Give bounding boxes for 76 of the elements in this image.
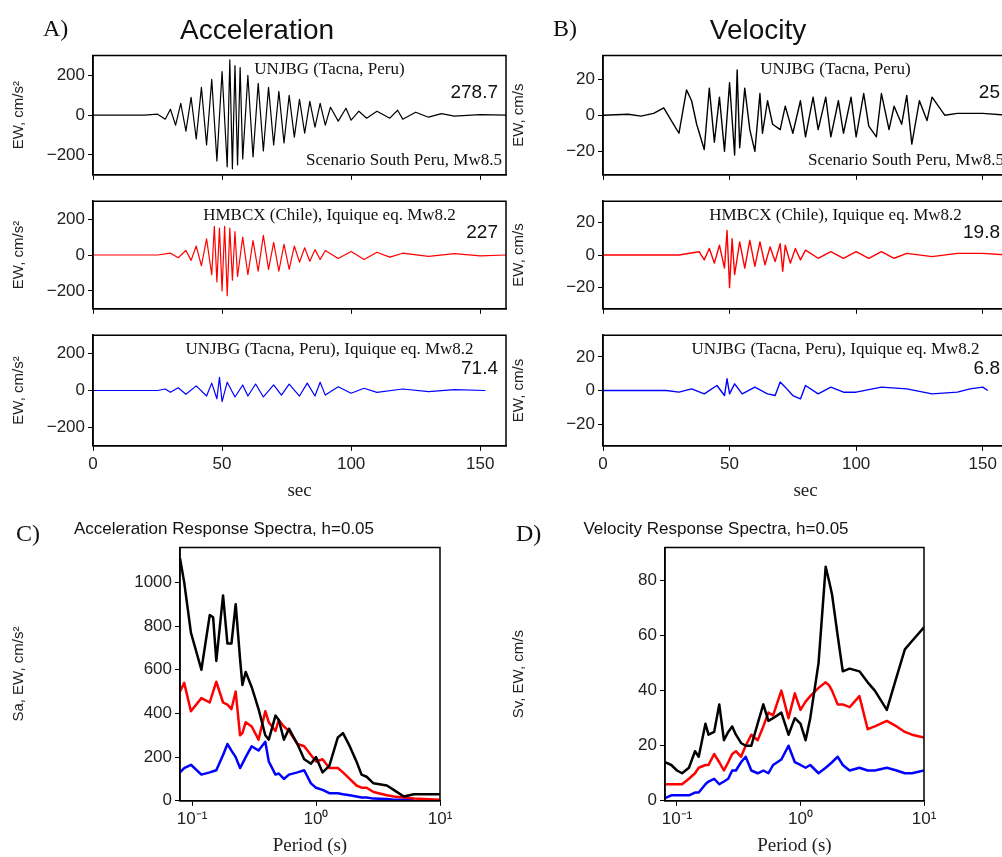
y-tick-label: 80 (638, 570, 657, 590)
annotation: UNJBG (Tacna, Peru) (254, 59, 405, 79)
y-tick-label: 200 (56, 343, 85, 363)
x-tick-label: 10⁰ (303, 808, 329, 828)
chart-title: Acceleration (179, 13, 335, 45)
annotation: UNJBG (Tacna, Peru), Iquique eq. Mw8.2 (185, 338, 474, 358)
y-tick-label: 20 (638, 735, 657, 755)
y-tick-label: −200 (46, 280, 85, 300)
text: C) (16, 520, 40, 547)
y-tick-label: 0 (585, 104, 595, 124)
y-tick-label: 0 (75, 104, 85, 124)
x-axis-title: Period (s) (757, 833, 832, 856)
x-tick-label: 150 (968, 453, 997, 473)
y-axis-title: Sa, EW, cm/s² (9, 626, 27, 722)
annotation: 25 (978, 81, 1000, 103)
y-tick-label: 200 (56, 208, 85, 228)
y-tick-label: −200 (46, 144, 85, 164)
y-tick-label: 0 (162, 790, 172, 810)
annotation: 278.7 (450, 81, 498, 103)
annotation: UNJBG (Tacna, Peru), Iquique eq. Mw8.2 (691, 338, 980, 358)
y-tick-label: −20 (566, 141, 595, 161)
y-axis-title: EW, cm/s (509, 358, 527, 423)
x-axis-title: sec (287, 478, 312, 500)
x-tick-label: 100 (336, 453, 366, 473)
y-tick-label: −20 (566, 413, 595, 433)
y-axis-title: EW, cm/s (509, 83, 527, 147)
y-tick-label: 60 (638, 625, 657, 645)
x-tick-label: 50 (212, 453, 232, 473)
y-tick-label: 200 (143, 746, 172, 766)
x-tick-label: 150 (466, 453, 495, 473)
text: A) (43, 15, 69, 42)
x-tick-label: 10¹ (427, 808, 453, 828)
annotation: 19.8 (963, 221, 1000, 243)
x-tick-label: 50 (720, 453, 740, 473)
annotation: HMBCX (Chile), Iquique eq. Mw8.2 (709, 204, 962, 224)
x-tick-label: 10⁻¹ (176, 808, 208, 828)
x-tick-label: 10¹ (911, 808, 937, 828)
y-tick-label: 0 (647, 790, 657, 810)
x-tick-label: 100 (841, 453, 871, 473)
y-tick-label: 20 (576, 346, 595, 366)
chart-title: Acceleration Response Spectra, h=0.05 (73, 518, 375, 538)
chart-title: Velocity (709, 13, 807, 45)
y-tick-label: 40 (638, 680, 657, 700)
y-tick-label: 800 (143, 615, 172, 635)
annotation: 6.8 (973, 356, 1000, 378)
x-tick-label: 0 (88, 453, 98, 473)
y-tick-label: −200 (46, 417, 85, 437)
x-axis-title: sec (793, 478, 818, 500)
annotation: Scenario South Peru, Mw8.5 (306, 150, 502, 170)
y-tick-label: 0 (75, 244, 85, 264)
chart-title: Velocity Response Spectra, h=0.05 (583, 518, 849, 538)
y-tick-label: 1000 (134, 572, 172, 592)
y-axis-title: EW, cm/s (509, 223, 527, 287)
y-tick-label: 20 (576, 212, 595, 232)
text: B) (553, 15, 577, 42)
x-axis-title: Period (s) (272, 833, 348, 856)
y-tick-label: 0 (585, 244, 595, 264)
y-tick-label: 20 (576, 68, 595, 88)
y-tick-label: 0 (585, 380, 595, 400)
y-tick-label: 600 (143, 659, 172, 679)
y-axis-title: EW, cm/s² (9, 81, 27, 150)
x-tick-label: 10⁰ (788, 808, 813, 828)
y-axis-title: Sv, EW, cm/s (509, 630, 527, 719)
y-axis-title: EW, cm/s² (9, 220, 27, 290)
annotation: 227 (466, 221, 498, 243)
x-tick-label: 0 (598, 453, 608, 473)
annotation: HMBCX (Chile), Iquique eq. Mw8.2 (203, 204, 456, 224)
annotation: UNJBG (Tacna, Peru) (760, 59, 911, 79)
x-tick-label: 10⁻¹ (661, 808, 693, 828)
y-tick-label: −20 (566, 277, 595, 297)
annotation: 71.4 (461, 356, 499, 378)
y-tick-label: 200 (56, 65, 85, 85)
text: D) (516, 520, 542, 547)
y-axis-title: EW, cm/s² (9, 356, 27, 425)
y-tick-label: 0 (75, 380, 85, 400)
y-tick-label: 400 (143, 703, 172, 723)
